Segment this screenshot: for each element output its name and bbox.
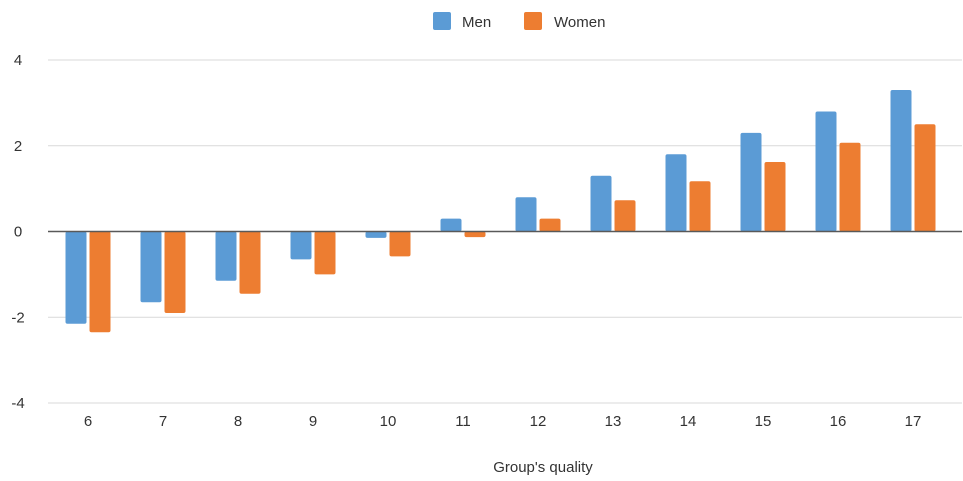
gridlines xyxy=(48,59,962,404)
bar-men-17 xyxy=(890,90,912,232)
bar-men-13 xyxy=(590,175,612,232)
x-tick-label: 14 xyxy=(680,413,697,430)
x-tick-label: 13 xyxy=(605,413,622,430)
y-axis-ticks: 4 2 0 -2 -4 xyxy=(11,52,24,412)
bar-women-15 xyxy=(764,162,786,232)
bar-men-9 xyxy=(290,231,312,260)
x-tick-label: 8 xyxy=(234,413,242,430)
x-tick-label: 9 xyxy=(309,413,317,430)
x-tick-label: 16 xyxy=(830,413,847,430)
legend-swatch-women xyxy=(524,12,542,30)
bar-women-13 xyxy=(614,200,636,232)
bar-men-10 xyxy=(365,231,387,238)
bar-women-10 xyxy=(389,231,411,257)
legend-label-women: Women xyxy=(554,14,605,31)
x-tick-label: 10 xyxy=(380,413,397,430)
bar-men-8 xyxy=(215,231,237,281)
x-axis-title: Group's quality xyxy=(493,459,593,476)
y-tick-label: 2 xyxy=(14,138,22,155)
bar-women-16 xyxy=(839,142,861,232)
bar-men-14 xyxy=(665,154,687,232)
y-tick-label: 0 xyxy=(14,224,22,241)
x-tick-label: 11 xyxy=(455,413,471,430)
bar-women-6 xyxy=(89,231,111,333)
legend-label-men: Men xyxy=(462,14,491,31)
x-tick-label: 15 xyxy=(755,413,772,430)
bar-women-8 xyxy=(239,231,261,294)
bar-women-12 xyxy=(539,218,561,232)
bars xyxy=(65,90,936,333)
bar-men-15 xyxy=(740,132,762,232)
x-axis-ticks: 6 7 8 9 10 11 12 13 14 15 16 17 xyxy=(84,413,922,430)
x-tick-label: 17 xyxy=(905,413,922,430)
y-tick-label: -2 xyxy=(11,309,24,326)
legend-swatch-men xyxy=(433,12,451,30)
bar-men-11 xyxy=(440,218,462,232)
x-tick-label: 6 xyxy=(84,413,92,430)
bar-women-11 xyxy=(464,231,486,238)
bar-women-7 xyxy=(164,231,186,313)
bar-women-9 xyxy=(314,231,336,275)
y-tick-label: 4 xyxy=(14,52,22,69)
bar-men-16 xyxy=(815,111,837,232)
legend: Men Women xyxy=(433,12,605,31)
bar-women-17 xyxy=(914,124,936,232)
bar-men-12 xyxy=(515,197,537,232)
bar-men-7 xyxy=(140,231,162,303)
bar-men-6 xyxy=(65,231,87,324)
x-tick-label: 7 xyxy=(159,413,167,430)
bar-women-14 xyxy=(689,181,711,232)
y-tick-label: -4 xyxy=(11,395,24,412)
x-tick-label: 12 xyxy=(530,413,547,430)
